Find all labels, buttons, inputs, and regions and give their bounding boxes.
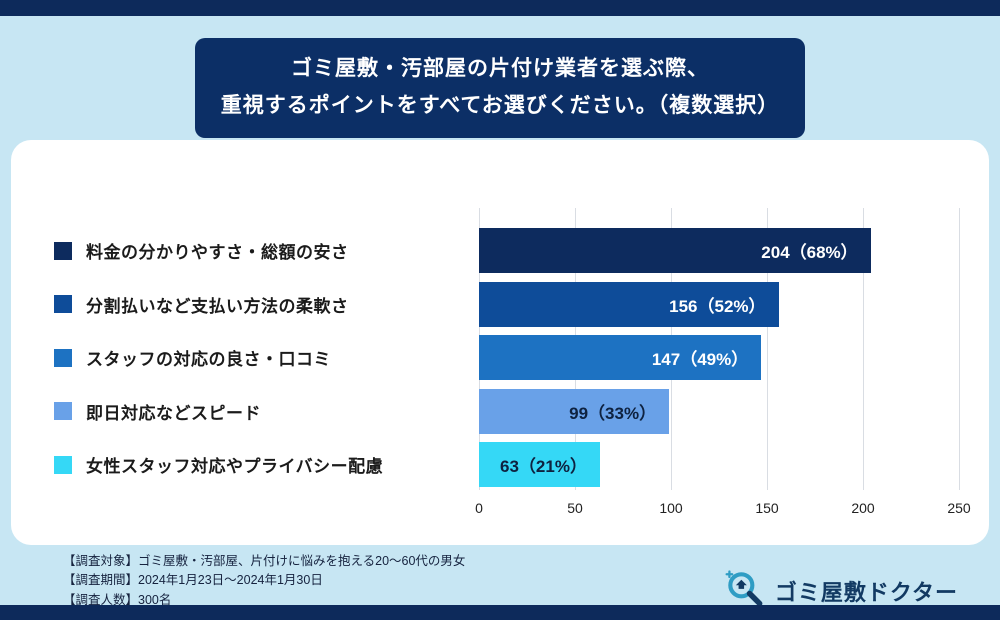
bar-row: スタッフの対応の良さ・口コミ 147（49%） <box>44 335 959 380</box>
bar-track: 156（52%） <box>479 281 959 327</box>
bar-row: 即日対応などスピード 99（33%） <box>44 388 959 434</box>
category-label-cell: 分割払いなど支払い方法の柔軟さ <box>44 282 479 327</box>
bar-track: 204（68%） <box>479 228 959 273</box>
bar-value-label: 99（33%） <box>569 403 657 423</box>
legend-swatch <box>54 455 72 474</box>
survey-notes: 【調査対象】ゴミ屋敷・汚部屋、片付けに悩みを抱える20〜60代の男女 【調査期間… <box>63 552 465 610</box>
category-label-cell: 即日対応などスピード <box>44 389 479 434</box>
category-label: 女性スタッフ対応やプライバシー配慮 <box>86 457 384 476</box>
x-axis-tick: 50 <box>567 500 583 516</box>
survey-count: 【調査人数】300名 <box>63 592 172 607</box>
brand-logo: ゴミ屋敷ドクター <box>723 566 958 615</box>
bar: 204（68%） <box>479 228 871 273</box>
legend-swatch <box>54 241 72 260</box>
brand-logo-text: ゴミ屋敷ドクター <box>774 579 958 605</box>
category-label-cell: 女性スタッフ対応やプライバシー配慮 <box>44 442 479 487</box>
x-axis-tick: 0 <box>475 500 483 516</box>
bar-track: 99（33%） <box>479 388 959 434</box>
gridline <box>767 208 768 490</box>
survey-period: 【調査期間】2024年1月23日〜2024年1月30日 <box>63 573 323 588</box>
bar-row: 分割払いなど支払い方法の柔軟さ 156（52%） <box>44 281 959 327</box>
gridline <box>863 208 864 490</box>
bar-row: 料金の分かりやすさ・総額の安さ 204（68%） <box>44 228 959 273</box>
legend-swatch <box>54 348 72 367</box>
magnifier-icon <box>723 566 767 615</box>
bar-rows: 料金の分かりやすさ・総額の安さ 204（68%） 分割払いなど支払い方法の柔軟さ… <box>44 228 959 487</box>
bottom-accent-bar <box>0 605 1000 620</box>
x-axis-tick: 250 <box>947 500 971 516</box>
bar: 147（49%） <box>479 335 762 380</box>
x-axis-tick: 100 <box>659 500 683 516</box>
bar: 99（33%） <box>479 388 670 434</box>
bar-value-label: 204（68%） <box>761 243 858 262</box>
bar-row: 女性スタッフ対応やプライバシー配慮 63（21%） <box>44 442 959 487</box>
category-label-cell: 料金の分かりやすさ・総額の安さ <box>44 228 479 273</box>
bar-value-label: 63（21%） <box>500 457 587 476</box>
bar-track: 63（21%） <box>479 442 959 487</box>
x-axis-tick: 200 <box>851 500 875 516</box>
category-label: 分割払いなど支払い方法の柔軟さ <box>86 296 349 316</box>
gridline <box>959 208 960 490</box>
bar-track: 147（49%） <box>479 335 959 380</box>
legend-swatch <box>54 295 72 313</box>
category-label: 即日対応などスピード <box>86 403 261 423</box>
bar: 156（52%） <box>479 281 779 327</box>
bar: 63（21%） <box>479 442 600 487</box>
chart-card: 0 50 100 150 200 250 料金の分かりやすさ・総額の安さ 204… <box>11 140 989 545</box>
bar-value-label: 147（49%） <box>651 350 749 369</box>
bar-value-label: 156（52%） <box>669 296 766 316</box>
survey-target: 【調査対象】ゴミ屋敷・汚部屋、片付けに悩みを抱える20〜60代の男女 <box>63 554 466 568</box>
legend-swatch <box>54 402 72 420</box>
category-label-cell: スタッフの対応の良さ・口コミ <box>44 335 479 380</box>
x-axis-tick: 150 <box>755 500 779 516</box>
top-accent-bar <box>0 0 1000 16</box>
chart-title: ゴミ屋敷・汚部屋の片付け業者を選ぶ際、 重視するポイントをすべてお選びください。… <box>195 38 805 138</box>
category-label: スタッフの対応の良さ・口コミ <box>86 350 331 369</box>
chart-title-line2: 重視するポイントをすべてお選びください。（複数選択） <box>220 93 780 117</box>
chart-title-line1: ゴミ屋敷・汚部屋の片付け業者を選ぶ際、 <box>291 57 709 80</box>
category-label: 料金の分かりやすさ・総額の安さ <box>86 243 349 262</box>
